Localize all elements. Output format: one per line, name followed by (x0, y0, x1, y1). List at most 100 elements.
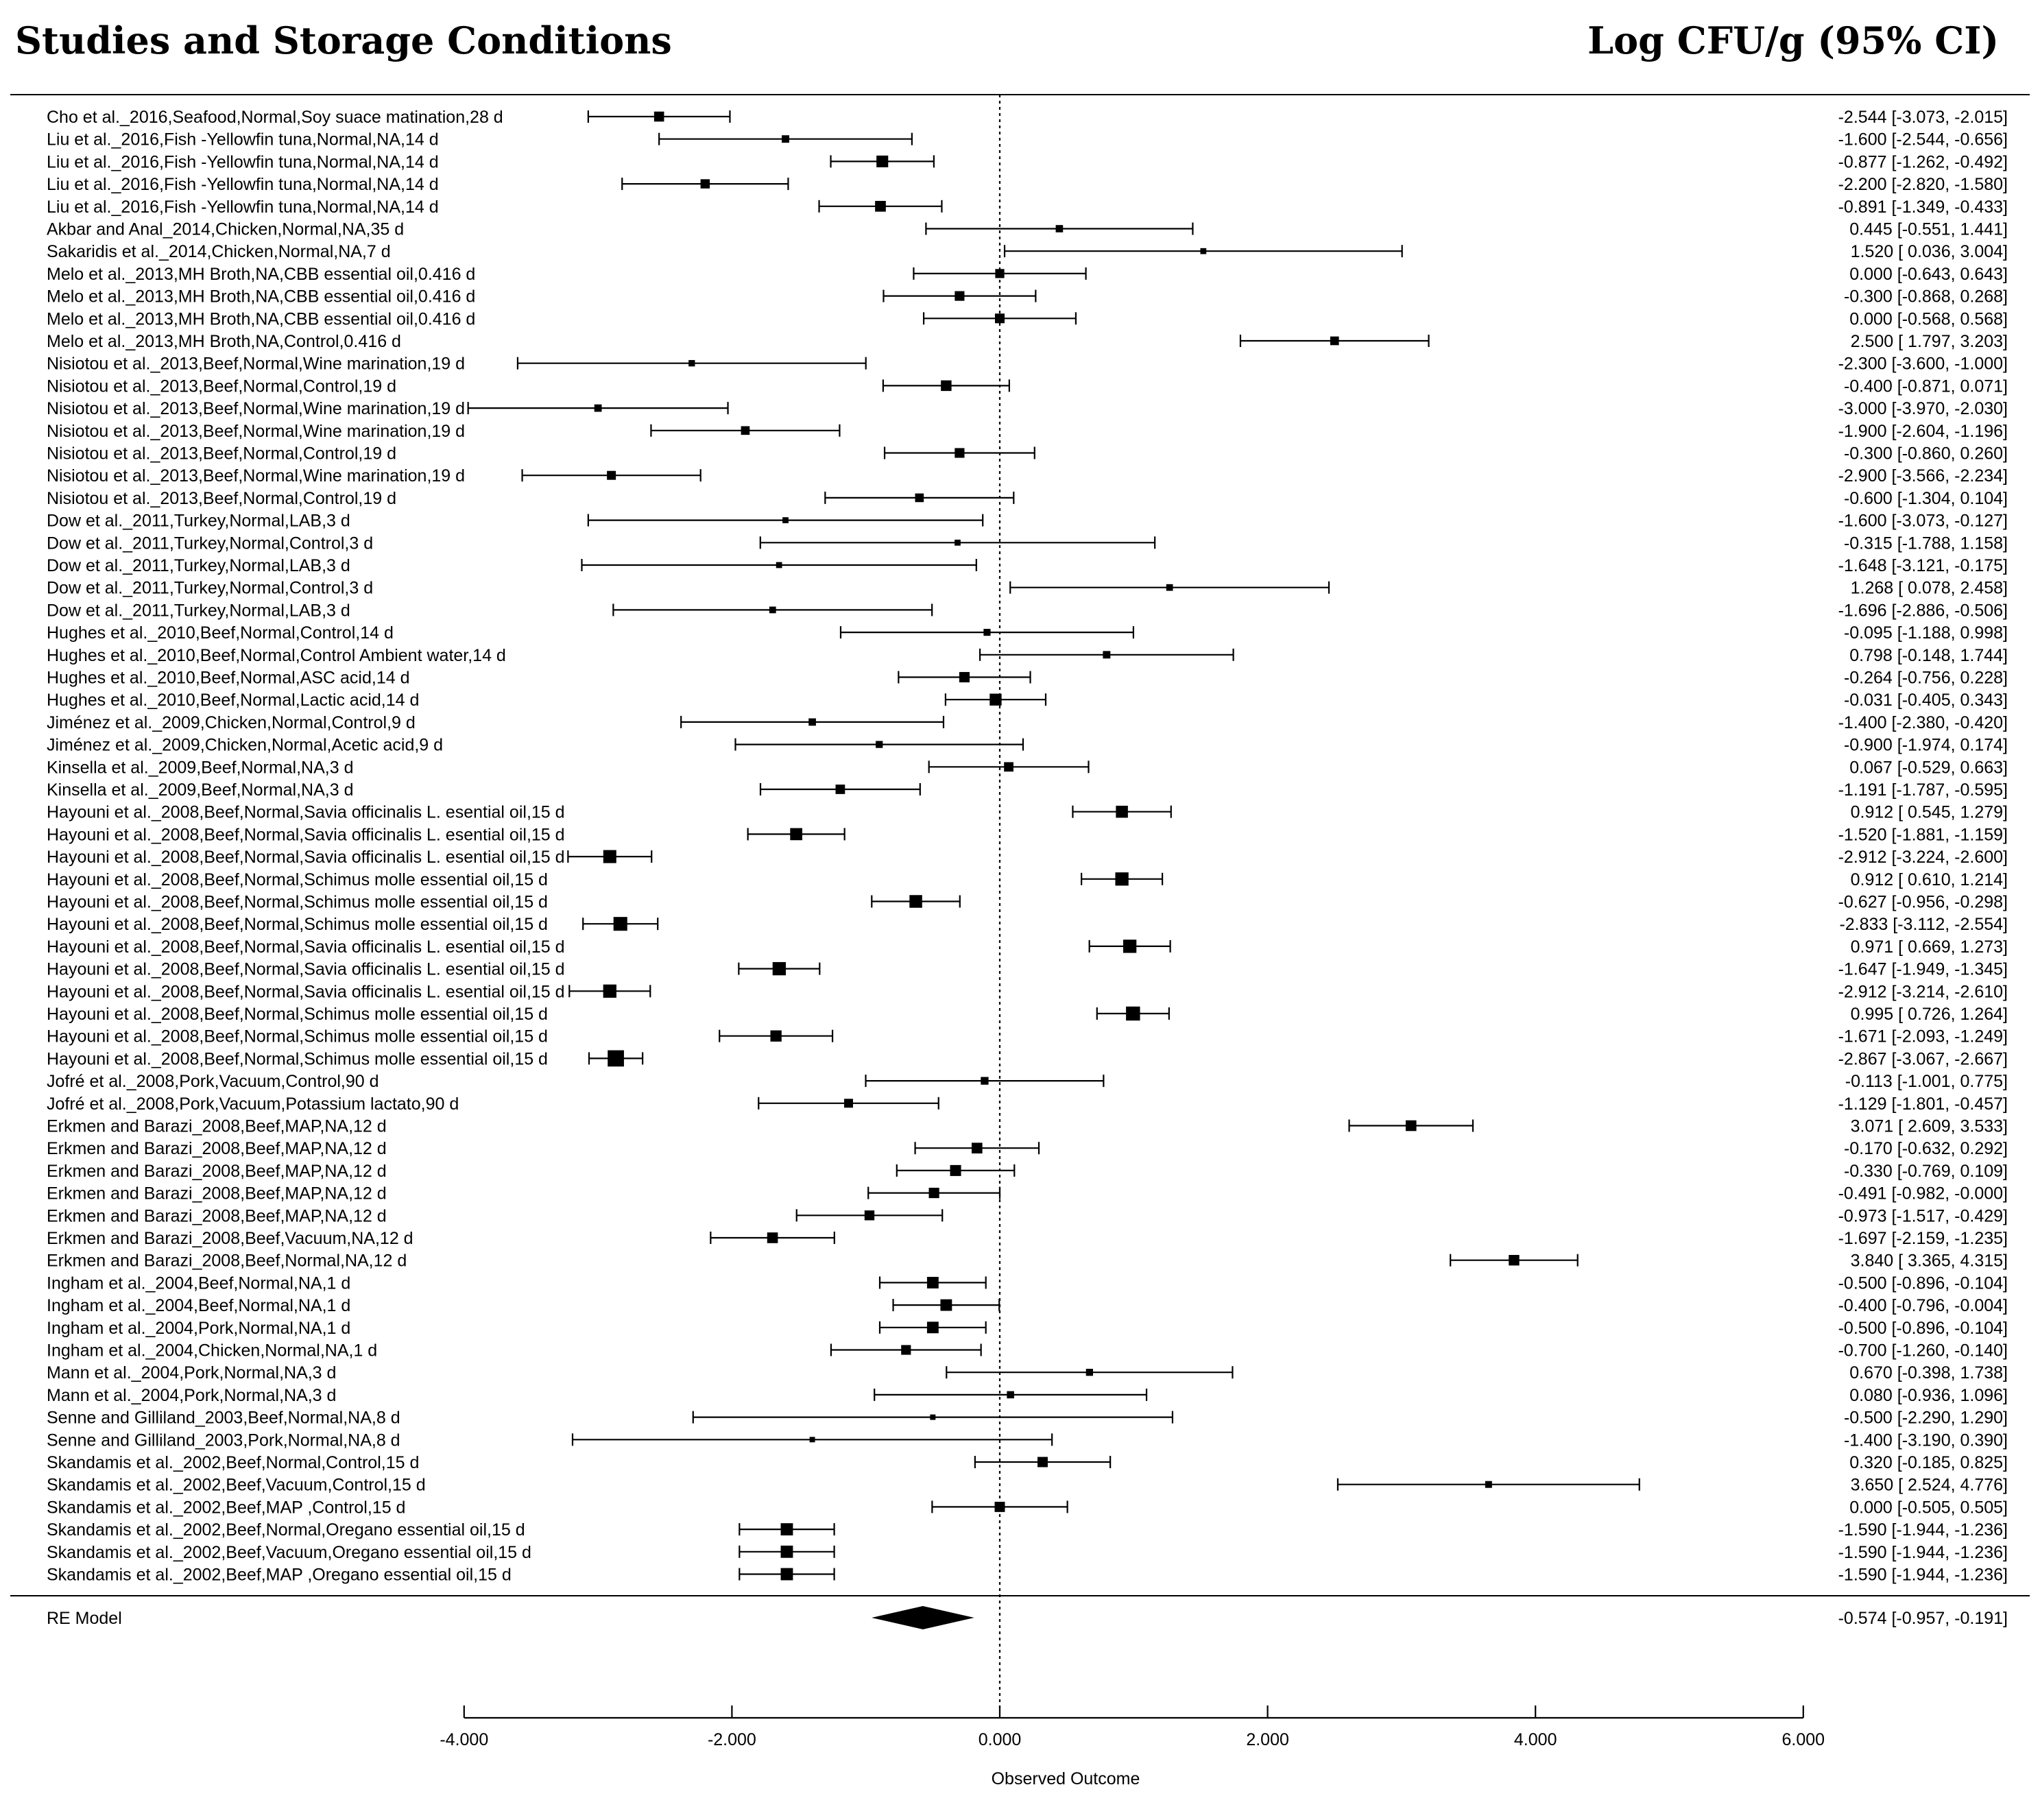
study-label: Dow et al._2011,Turkey,Normal,Control,3 … (47, 534, 373, 553)
study-estimate-ci: 0.000 [-0.568, 0.568] (1849, 309, 2008, 328)
study-estimate-ci: -0.300 [-0.860, 0.260] (1844, 444, 2008, 464)
study-estimate-ci: -1.590 [-1.944, -1.236] (1838, 1543, 2008, 1562)
study-estimate-ci: 3.840 [ 3.365, 4.315] (1851, 1252, 2008, 1271)
study-row: Hayouni et al._2008,Beef,Normal,Schimus … (47, 1049, 2008, 1068)
study-label: Nisiotou et al._2013,Beef,Normal,Wine ma… (47, 399, 465, 418)
study-row: Hayouni et al._2008,Beef,Normal,Schimus … (47, 893, 2008, 912)
study-estimate-ci: -0.491 [-0.982, -0.000] (1838, 1184, 2008, 1204)
study-estimate-ci: -0.877 [-1.262, -0.492] (1838, 152, 2008, 171)
study-estimate-ci: 0.000 [-0.505, 0.505] (1849, 1498, 2008, 1517)
effect-square (780, 1523, 793, 1536)
study-label: Nisiotou et al._2013,Beef,Normal,Control… (47, 444, 396, 464)
study-estimate-ci: -0.264 [-0.756, 0.228] (1844, 669, 2008, 688)
study-row: Mann et al._2004,Pork,Normal,NA,3 d 0.670… (47, 1363, 2008, 1382)
effect-square (930, 1414, 936, 1420)
study-estimate-ci: -0.891 [-1.349, -0.433] (1838, 197, 2008, 217)
study-row: Akbar and Anal_2014,Chicken,Normal,NA,35… (47, 220, 2008, 239)
study-label: Hughes et al._2010,Beef,Normal,ASC acid,… (47, 669, 409, 688)
study-label: Erkmen and Barazi_2008,Beef,MAP,NA,12 d (47, 1184, 387, 1204)
study-estimate-ci: -2.867 [-3.067, -2.667] (1838, 1049, 2008, 1068)
study-row: Hayouni et al._2008,Beef,Normal,Savia of… (47, 803, 2008, 822)
study-row: Liu et al._2016,Fish -Yellowfin tuna,Nor… (47, 175, 2008, 194)
study-row: Nisiotou et al._2013,Beef,Normal,Control… (47, 489, 2008, 508)
effect-square (1055, 225, 1064, 232)
study-estimate-ci: 0.798 [-0.148, 1.744] (1849, 646, 2008, 665)
study-label: Nisiotou et al._2013,Beef,Normal,Control… (47, 376, 396, 396)
effect-square (959, 671, 970, 683)
studies-header: Studies and Storage Conditions (15, 19, 672, 62)
effect-square (790, 828, 802, 841)
study-row: Senne and Gilliland_2003,Pork,Normal,NA,… (47, 1430, 2008, 1450)
summary-estimate-ci: -0.574 [-0.957, -0.191] (1838, 1609, 2008, 1628)
effect-square (876, 155, 889, 167)
study-estimate-ci: -1.400 [-3.190, 0.390] (1844, 1430, 2008, 1450)
study-estimate-ci: 0.912 [ 0.545, 1.279] (1851, 803, 2008, 822)
study-estimate-ci: 0.320 [-0.185, 0.825] (1849, 1453, 2008, 1472)
study-estimate-ci: -0.031 [-0.405, 0.343] (1844, 691, 2008, 710)
study-estimate-ci: -1.648 [-3.121, -0.175] (1838, 556, 2008, 575)
study-label: Ingham et al._2004,Beef,Normal,NA,1 d (47, 1273, 350, 1293)
study-row: Erkmen and Barazi_2008,Beef,MAP,NA,12 d -… (47, 1184, 2008, 1204)
effect-square (1116, 805, 1128, 818)
study-estimate-ci: -2.912 [-3.214, -2.610] (1838, 982, 2008, 1001)
study-row: Erkmen and Barazi_2008,Beef,MAP,NA,12 d -… (47, 1206, 2008, 1225)
study-row: Skandamis et al._2002,Beef,MAP ,Oregano … (47, 1566, 2008, 1585)
study-label: Hayouni et al._2008,Beef,Normal,Savia of… (47, 982, 565, 1001)
effect-square (808, 718, 816, 726)
effect-square (1166, 584, 1173, 591)
study-estimate-ci: 0.670 [-0.398, 1.738] (1849, 1363, 2008, 1382)
x-tick-label: 6.000 (1782, 1730, 1825, 1749)
study-label: Liu et al._2016,Fish -Yellowfin tuna,Nor… (47, 152, 439, 171)
effect-square (1037, 1457, 1048, 1468)
effect-square (1007, 1391, 1014, 1399)
study-label: Kinsella et al._2009,Beef,Normal,NA,3 d (47, 758, 353, 777)
study-estimate-ci: 1.268 [ 0.078, 2.458] (1851, 579, 2008, 598)
study-row: Cho et al._2016,Seafood,Normal,Soy suace… (47, 108, 2008, 127)
study-row: Jiménez et al._2009,Chicken,Normal,Aceti… (47, 736, 2008, 755)
study-estimate-ci: -2.912 [-3.224, -2.600] (1838, 848, 2008, 867)
study-row: Dow et al._2011,Turkey,Normal,LAB,3 d -1.… (47, 601, 2008, 620)
study-row: Erkmen and Barazi_2008,Beef,Vacuum,NA,12… (47, 1229, 2008, 1248)
study-row: Nisiotou et al._2013,Beef,Normal,Control… (47, 444, 2008, 464)
study-row: Jiménez et al._2009,Chicken,Normal,Contr… (47, 713, 2008, 732)
study-row: Hayouni et al._2008,Beef,Normal,Schimus … (47, 870, 2008, 889)
study-row: Hayouni et al._2008,Beef,Normal,Schimus … (47, 1027, 2008, 1046)
study-estimate-ci: -0.973 [-1.517, -0.429] (1838, 1206, 2008, 1225)
effect-square (1085, 1369, 1093, 1376)
study-label: Ingham et al._2004,Chicken,Normal,NA,1 d (47, 1341, 377, 1361)
study-estimate-ci: -0.300 [-0.868, 0.268] (1844, 287, 2008, 307)
study-row: Melo et al._2013,MH Broth,NA,Control,0.4… (47, 332, 2008, 351)
effect-square (971, 1142, 983, 1154)
study-row: Hayouni et al._2008,Beef,Normal,Savia of… (47, 982, 2008, 1001)
study-row: Kinsella et al._2009,Beef,Normal,NA,3 d 0… (47, 758, 2008, 777)
study-row: Ingham et al._2004,Beef,Normal,NA,1 d -0.… (47, 1296, 2008, 1315)
study-row: Senne and Gilliland_2003,Beef,Normal,NA,… (47, 1409, 2008, 1428)
study-estimate-ci: 2.500 [ 1.797, 3.203] (1851, 332, 2008, 351)
study-estimate-ci: -0.400 [-0.796, -0.004] (1838, 1296, 2008, 1315)
study-label: Sakaridis et al._2014,Chicken,Normal,NA,… (47, 242, 391, 261)
study-row: Nisiotou et al._2013,Beef,Normal,Control… (47, 376, 2008, 396)
study-label: Jiménez et al._2009,Chicken,Normal,Aceti… (47, 736, 443, 755)
study-row: Nisiotou et al._2013,Beef,Normal,Wine ma… (47, 466, 2008, 486)
study-label: Erkmen and Barazi_2008,Beef,MAP,NA,12 d (47, 1139, 387, 1158)
effect-square (901, 1345, 911, 1355)
effect-square (603, 984, 616, 998)
study-row: Hayouni et al._2008,Beef,Normal,Savia of… (47, 937, 2008, 957)
study-label: Jiménez et al._2009,Chicken,Normal,Contr… (47, 713, 416, 732)
study-row: Hayouni et al._2008,Beef,Normal,Schimus … (47, 915, 2008, 934)
effect-square (767, 1232, 778, 1243)
effect-square (835, 785, 845, 794)
effect-square (1509, 1255, 1520, 1266)
study-label: Dow et al._2011,Turkey,Normal,LAB,3 d (47, 556, 350, 575)
study-label: Jofré et al._2008,Pork,Vacuum,Control,90… (47, 1072, 379, 1091)
effect-square (941, 380, 952, 392)
study-row: Melo et al._2013,MH Broth,NA,CBB essenti… (47, 309, 2008, 328)
effect-square (1405, 1120, 1417, 1131)
study-label: Erkmen and Barazi_2008,Beef,MAP,NA,12 d (47, 1162, 387, 1181)
study-row: Ingham et al._2004,Chicken,Normal,NA,1 d… (47, 1341, 2008, 1361)
x-tick-label: 2.000 (1246, 1730, 1289, 1749)
study-estimate-ci: -2.200 [-2.820, -1.580] (1838, 175, 2008, 194)
study-row: Skandamis et al._2002,Beef,Normal,Contro… (47, 1453, 2008, 1472)
x-tick-label: 0.000 (979, 1730, 1022, 1749)
study-label: Senne and Gilliland_2003,Pork,Normal,NA,… (47, 1430, 400, 1450)
